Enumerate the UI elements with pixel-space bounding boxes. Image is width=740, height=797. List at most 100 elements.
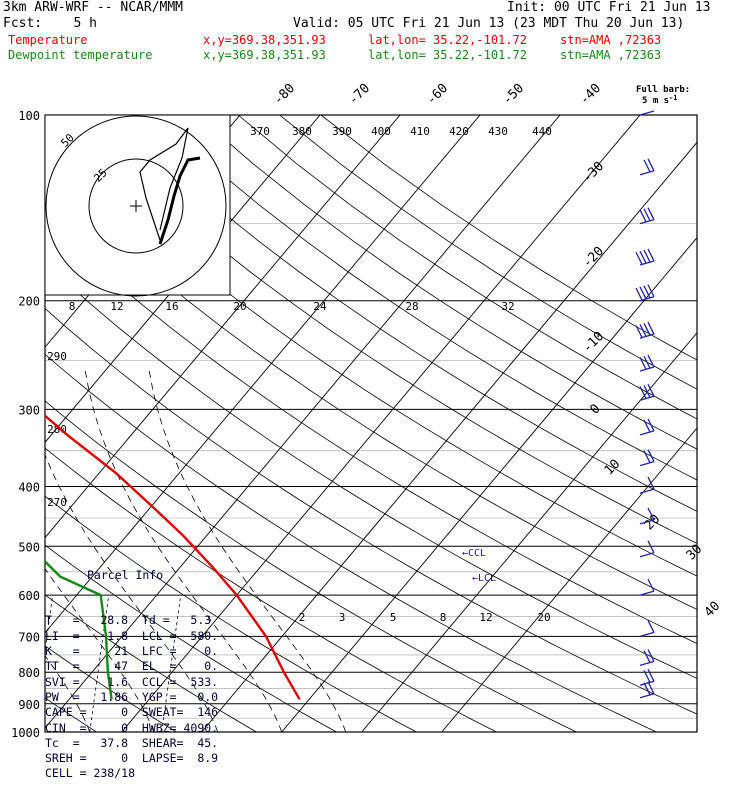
mixing-ratio-line — [45, 595, 54, 654]
mixing-ratio-label: 28 — [405, 300, 418, 313]
wind-barb — [635, 248, 655, 266]
wind-barb — [639, 620, 655, 638]
mixing-ratio-line — [89, 595, 110, 732]
isotherm-label: -50 — [500, 81, 527, 108]
isotherm-label: 40 — [702, 599, 724, 621]
isotherm — [281, 236, 697, 732]
forecast-hour: Fcst: 5 h — [3, 16, 97, 31]
wind-barb — [639, 476, 655, 494]
dewpoint-xy: x,y=369.38,351.93 — [203, 48, 326, 62]
moist-adiabat — [148, 370, 347, 732]
pressure-tick-label: 800 — [18, 666, 40, 680]
moist-adiabat — [45, 568, 155, 732]
theta-label: 270 — [47, 496, 67, 509]
parcel-info-row: T = 28.8 Td = 5.3 — [45, 613, 212, 628]
theta-label: 440 — [532, 125, 552, 138]
hodograph-box — [44, 114, 231, 296]
parcel-info-row: LI = 1.8 LCL = 580. — [45, 628, 219, 643]
dry-adiabat — [0, 115, 17, 732]
mixing-ratio-label: 2 — [299, 611, 306, 624]
lcl-marker: ←LCL — [472, 573, 496, 584]
dewpoint-latlon: lat,lon= 35.22,-101.72 — [368, 48, 527, 62]
dewpoint-station: stn=AMA ,72363 — [560, 48, 662, 62]
parcel-info-row: Tc = 37.8 SHEAR= 45. — [45, 735, 219, 750]
isotherm — [441, 427, 697, 732]
isotherm-label: -20 — [580, 244, 607, 271]
wind-barb — [639, 354, 655, 372]
temperature-legend: Temperature — [8, 33, 88, 47]
parcel-info-title: Parcel Info — [87, 567, 164, 582]
isotherm-label: -10 — [580, 329, 607, 356]
wind-barb — [639, 449, 655, 467]
barb-legend-line2: 5 m s-1 — [642, 94, 678, 106]
wind-barb — [639, 158, 655, 176]
dry-adiabat — [45, 544, 337, 732]
plot-frame — [44, 114, 698, 733]
valid-time: Valid: 05 UTC Fri 21 Jun 13 (23 MDT Thu … — [293, 16, 685, 31]
pressure-tick-label: 500 — [18, 540, 40, 554]
dry-adiabat — [72, 115, 697, 544]
hodograph-ring-inner — [88, 158, 184, 254]
mixing-ratio-label: 3 — [339, 611, 346, 624]
ccl-marker: ←CCL — [462, 548, 486, 559]
moist-adiabat — [45, 453, 219, 732]
wind-barb — [639, 649, 655, 667]
wind-barb — [635, 321, 655, 339]
dry-adiabat — [45, 594, 257, 732]
mixing-ratio-label: 16 — [165, 300, 178, 313]
dewpoint-profile — [45, 559, 113, 700]
theta-label: 400 — [371, 125, 391, 138]
dry-adiabat — [113, 115, 697, 512]
mixing-ratio-label: 20 — [537, 611, 550, 624]
hodograph-ring-outer — [45, 115, 227, 297]
dry-adiabat — [155, 115, 697, 481]
wind-barb — [639, 207, 655, 225]
dry-adiabat — [45, 307, 697, 715]
dry-adiabat — [320, 115, 697, 361]
hodograph-trace-thick — [158, 156, 201, 245]
mixing-ratio-label: 20 — [233, 300, 246, 313]
dry-adiabat — [45, 217, 697, 645]
theta-label: 290 — [47, 350, 67, 363]
temperature-xy: x,y=369.38,351.93 — [203, 33, 326, 47]
isotherm-label: 10 — [602, 457, 624, 479]
pressure-tick-label: 400 — [18, 480, 40, 494]
model-title: 3km ARW-WRF -- NCAR/MMM — [3, 0, 184, 15]
isotherm-label: -70 — [346, 81, 373, 108]
wind-barb — [639, 578, 655, 596]
dry-adiabat — [45, 128, 697, 577]
wind-barb — [639, 668, 655, 686]
isotherm — [201, 141, 697, 732]
isotherm — [361, 332, 697, 732]
wind-barb — [639, 110, 655, 116]
theta-label: 280 — [47, 423, 67, 436]
parcel-info-rows: T = 28.8 Td = 5.3 LI = 1.8 LCL = 580. K = … — [45, 613, 230, 781]
init-time: Init: 00 UTC Fri 21 Jun 13 — [507, 0, 711, 15]
pressure-tick-label: 200 — [18, 295, 40, 309]
theta-label: 430 — [488, 125, 508, 138]
barb-legend-unit: 5 m s — [642, 96, 669, 106]
dry-adiabat — [45, 353, 657, 732]
dry-adiabat — [45, 173, 697, 610]
mixing-ratio-label: 5 — [390, 611, 397, 624]
theta-label: 390 — [332, 125, 352, 138]
temperature-latlon: lat,lon= 35.22,-101.72 — [368, 33, 527, 47]
pressure-tick-label: 600 — [18, 589, 40, 603]
theta-label: 370 — [250, 125, 270, 138]
mixing-ratio-label: 8 — [440, 611, 447, 624]
dry-adiabat — [45, 400, 577, 732]
mixing-ratio-label: 24 — [313, 300, 327, 313]
mixing-ratio-label: 8 — [69, 300, 76, 313]
temperature-station: stn=AMA ,72363 — [560, 33, 662, 47]
barb-legend-line1: Full barb: — [636, 85, 690, 95]
isotherm — [45, 115, 401, 539]
wind-barb — [639, 384, 655, 401]
mixing-ratio-label: 12 — [110, 300, 123, 313]
dry-adiabat — [45, 495, 417, 732]
isotherm — [45, 115, 561, 729]
theta-label: 410 — [410, 125, 430, 138]
pressure-tick-label: 900 — [18, 698, 40, 712]
mixing-ratio-label: 32 — [501, 300, 514, 313]
wind-barb — [639, 681, 655, 699]
parcel-info-row: K = 21 LFC = 0. — [45, 644, 219, 659]
